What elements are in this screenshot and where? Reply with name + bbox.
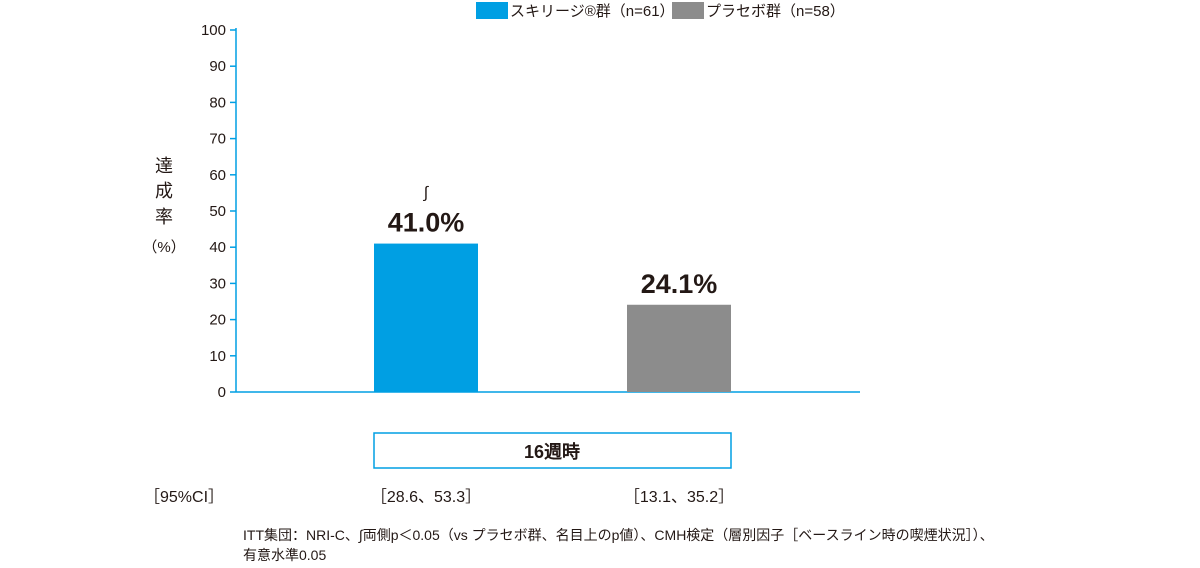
y-tick-label: 10 — [209, 348, 226, 365]
ci-header: ［95%CI］ — [144, 488, 224, 506]
bar-skyrizi — [374, 243, 478, 392]
y-tick-label: 20 — [209, 312, 226, 329]
y-axis-label: 達 成 率 （%） — [142, 156, 185, 256]
footnote-line-1: ITT集団：NRI-C、∫両側p＜0.05（vs プラセボ群、名目上のp値）、C… — [243, 527, 994, 543]
y-tick-label: 40 — [209, 239, 226, 256]
y-tick-label: 60 — [209, 167, 226, 184]
footnote-line-2: 有意水準0.05 — [243, 547, 327, 563]
bars — [374, 243, 731, 392]
y-tick-label: 30 — [209, 275, 226, 292]
legend-label-placebo: プラセボ群（n=58） — [706, 3, 845, 20]
ci-placebo: ［13.1、35.2］ — [624, 488, 734, 506]
ci-skyrizi: ［28.6、53.3］ — [371, 488, 481, 506]
y-tick-label: 80 — [209, 94, 226, 111]
legend-swatch-skyrizi — [476, 2, 508, 19]
y-axis-label-char-1: 達 — [155, 156, 173, 176]
y-tick-labels: 0 10 20 30 40 50 60 70 80 90 100 — [201, 22, 226, 401]
value-label-placebo: 24.1% — [641, 269, 718, 299]
y-axis-label-unit: （%） — [142, 239, 185, 256]
category-label: 16週時 — [524, 442, 580, 462]
legend-label-skyrizi: スキリージ®群（n=61） — [510, 3, 675, 20]
category-box — [373, 432, 732, 469]
y-axis-label-char-2: 成 — [155, 181, 173, 201]
legend-swatch-placebo — [672, 2, 704, 19]
y-axis-label-char-3: 率 — [155, 207, 173, 227]
bar-placebo — [627, 304, 731, 392]
significance-marker-skyrizi: ∫ — [423, 185, 430, 202]
footnote: ITT集団：NRI-C、∫両側p＜0.05（vs プラセボ群、名目上のp値）、C… — [243, 525, 994, 565]
value-label-skyrizi: 41.0% — [388, 208, 465, 238]
axes — [230, 28, 860, 393]
y-tick-label: 70 — [209, 131, 226, 148]
y-tick-label: 50 — [209, 203, 226, 220]
legend: スキリージ®群（n=61） プラセボ群（n=58） — [476, 2, 845, 20]
y-tick-label: 100 — [201, 22, 226, 39]
y-tick-label: 0 — [218, 384, 226, 401]
y-tick-label: 90 — [209, 58, 226, 75]
bar-chart: スキリージ®群（n=61） プラセボ群（n=58） 達 成 率 （%） 0 10 2… — [142, 2, 860, 506]
